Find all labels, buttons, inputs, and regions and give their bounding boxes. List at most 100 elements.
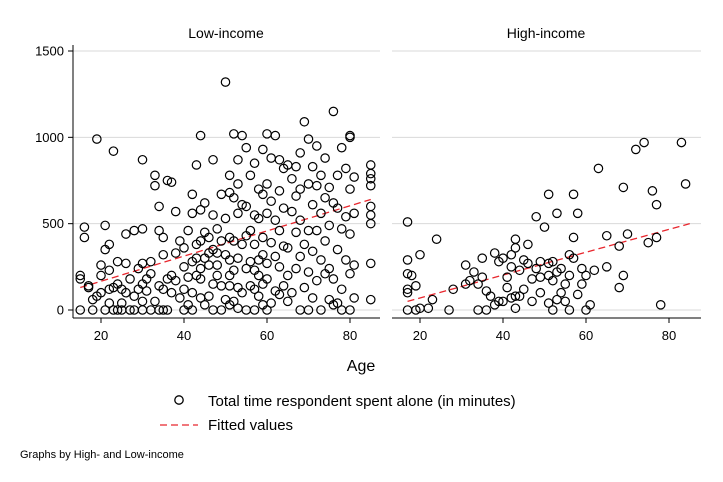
scatter-point [630,144,641,155]
scatter-point [498,253,508,264]
scatter-point [332,244,343,255]
scatter-point [402,255,413,265]
scatter-point [229,192,239,203]
scatter-point [83,281,94,291]
scatter-point [345,130,355,141]
y-tick-label: 1000 [35,130,64,145]
scatter-point [291,263,301,274]
scatter-point [154,225,164,236]
scatter-point [108,146,119,156]
scatter-point [647,186,658,196]
scatter-points-layer [75,77,691,315]
scatter-point [79,222,90,232]
scatter-point [473,279,483,289]
legend-scatter-label: Total time respondent spent alone (in mi… [208,393,516,410]
scatter-point [316,208,326,219]
scatter-point [104,239,115,250]
scatter-point [282,296,293,307]
scatter-point [535,287,546,298]
scatter-point [96,287,106,298]
scatter-point [104,284,115,295]
scatter-point [266,196,276,207]
scatter-point [274,225,285,236]
scatter-point [237,287,247,298]
scatter-point [303,305,314,315]
scatter-point [655,300,666,310]
scatter-point [208,279,218,289]
scatter-point [137,296,148,307]
scatter-point [477,272,488,282]
scatter-point [220,77,231,87]
scatter-point [295,148,305,158]
scatter-point [229,236,239,246]
x-tick-label: 60 [260,328,274,343]
scatter-point [568,232,579,243]
graphs-by-note: Graphs by High- and Low-income [20,449,184,461]
scatter-point [510,303,521,314]
scatter-point [258,232,268,243]
scatter-point [245,170,256,181]
scatter-point [125,274,135,284]
scatter-point [216,189,227,200]
scatter-point [79,232,90,243]
scatter-point [365,294,376,305]
x-tick-label: 40 [177,328,191,343]
scatter-point [233,208,243,219]
scatter-point [589,265,600,276]
scatter-point [270,251,281,262]
scatter-point [680,179,691,189]
scatter-point [274,154,285,165]
scatter-point [547,275,558,286]
scatter-point [187,287,198,298]
axis-layer: 0 500 1000 1500 20 40 60 80 20 40 60 80 [35,44,701,343]
scatter-point [349,208,359,219]
scatter-point [262,305,272,315]
scatter-point [258,249,268,260]
scatter-point [332,298,343,308]
x-axis-label: Age [347,358,376,375]
scatter-point [216,305,227,315]
scatter-point [249,284,260,295]
scatter-point [299,116,310,127]
scatter-point [535,272,546,282]
scatter-point [523,239,533,250]
scatter-point [311,225,322,236]
scatter-point [129,291,139,301]
scatter-point [349,293,359,303]
scatter-point [278,241,289,251]
scatter-point [423,303,434,314]
scatter-point [564,270,575,281]
scatter-point [100,220,110,231]
scatter-point [639,137,649,148]
scatter-point [175,236,185,246]
scatter-point [510,234,521,245]
scatter-point [195,263,206,274]
scatter-point [481,305,492,315]
scatter-point [158,305,169,315]
scatter-point [287,173,297,184]
scatter-point [187,305,198,315]
scatter-point [220,213,231,224]
scatter-point [518,284,529,295]
scatter-point [154,201,164,212]
scatter-point [345,184,355,194]
scatter-point [365,173,376,184]
scatter-point [121,229,131,239]
scatter-point [224,170,235,181]
fit-line [80,198,371,289]
scatter-point [233,253,243,264]
scatter-point [324,220,335,231]
scatter-point [208,210,218,220]
scatter-point [195,274,206,284]
scatter-point [303,134,314,144]
scatter-point [514,265,525,276]
scatter-point [651,199,662,210]
scatter-point [96,270,106,281]
legend-fit-label: Fitted values [208,417,293,434]
scatter-point [237,130,247,141]
scatter-point [460,260,471,270]
scatter-point [212,260,222,270]
scatter-point [266,237,276,248]
scatter-point [341,255,351,265]
